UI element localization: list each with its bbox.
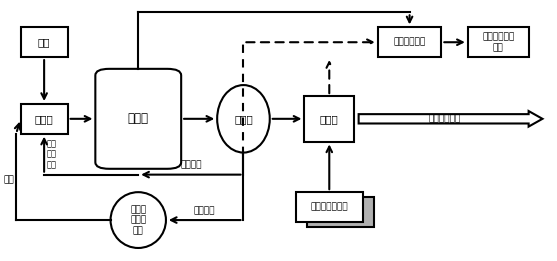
Text: 回流污泥: 回流污泥 bbox=[180, 161, 202, 169]
Polygon shape bbox=[359, 111, 543, 127]
Bar bbox=[296, 192, 363, 222]
Ellipse shape bbox=[217, 85, 270, 153]
Text: 二沉池: 二沉池 bbox=[234, 114, 253, 124]
Bar bbox=[21, 27, 67, 57]
Bar bbox=[468, 27, 529, 57]
Text: 除磷池: 除磷池 bbox=[320, 114, 339, 124]
Ellipse shape bbox=[111, 192, 166, 248]
FancyBboxPatch shape bbox=[95, 69, 181, 169]
Bar bbox=[21, 104, 67, 134]
Text: 物化段: 物化段 bbox=[35, 114, 53, 124]
Bar bbox=[307, 197, 374, 227]
Text: 剩余污泥: 剩余污泥 bbox=[194, 206, 216, 215]
Text: 生化池: 生化池 bbox=[128, 112, 149, 125]
Text: 中间微
生物培
养池: 中间微 生物培 养池 bbox=[130, 205, 146, 235]
Text: 原水: 原水 bbox=[38, 37, 50, 47]
Bar bbox=[304, 96, 354, 141]
Text: 消毒达标排放: 消毒达标排放 bbox=[429, 114, 461, 123]
Bar bbox=[378, 27, 441, 57]
Text: 高效复合除磷剂: 高效复合除磷剂 bbox=[310, 203, 348, 212]
Text: 回流
到生
化池: 回流 到生 化池 bbox=[47, 139, 57, 169]
Text: 污泥脱水中心: 污泥脱水中心 bbox=[393, 38, 426, 47]
Text: 消臭: 消臭 bbox=[3, 175, 14, 184]
Text: 干污泥填埋或
制砖: 干污泥填埋或 制砖 bbox=[482, 33, 514, 52]
